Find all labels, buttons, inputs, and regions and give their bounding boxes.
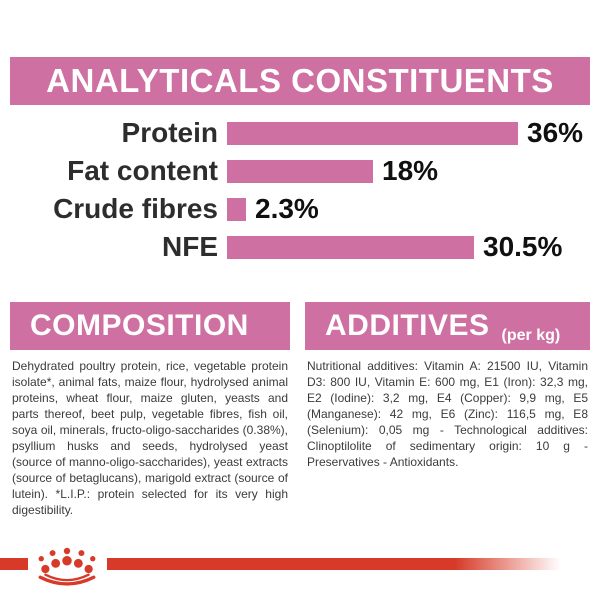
royal-canin-crown-icon <box>33 546 101 590</box>
chart-category-label: Protein <box>121 117 218 148</box>
additives-section: ADDITIVES (per kg) Nutritional additives… <box>305 302 590 470</box>
chart-value-label: 36% <box>527 117 584 148</box>
analyticals-banner: ANALYTICALS CONSTITUENTS <box>10 57 590 105</box>
additives-text: Nutritional additives: Vitamin A: 21500 … <box>307 359 588 469</box>
red-stripe-left <box>0 558 28 570</box>
chart-bar <box>227 121 518 145</box>
analyticals-title: ANALYTICALS CONSTITUENTS <box>46 62 554 99</box>
red-stripe-right <box>107 558 590 570</box>
chart-row: Protein 36% <box>0 114 600 152</box>
composition-title: COMPOSITION <box>30 309 249 342</box>
constituents-bar-chart: Protein 36% Fat content 18% Crude fibres 2.3%… <box>0 114 600 266</box>
chart-bar <box>227 159 373 183</box>
chart-category-label: NFE <box>162 231 218 262</box>
chart-row: NFE 30.5% <box>0 228 600 266</box>
additives-title: ADDITIVES <box>325 309 490 342</box>
additives-per-kg-label: (per kg) <box>501 327 561 344</box>
chart-category-label: Crude fibres <box>53 193 218 224</box>
chart-row: Crude fibres 2.3% <box>0 190 600 228</box>
chart-bar <box>227 197 246 221</box>
chart-value-label: 30.5% <box>483 231 563 262</box>
composition-section: COMPOSITION Dehydrated poultry protein, … <box>10 302 290 518</box>
chart-value-label: 2.3% <box>255 193 319 224</box>
chart-value-label: 18% <box>382 155 439 186</box>
additives-banner: ADDITIVES (per kg) <box>305 302 590 350</box>
chart-category-label: Fat content <box>67 155 218 186</box>
chart-row: Fat content 18% <box>0 152 600 190</box>
composition-banner: COMPOSITION <box>10 302 290 350</box>
chart-bar <box>227 235 474 259</box>
composition-text: Dehydrated poultry protein, rice, vegeta… <box>12 359 288 517</box>
